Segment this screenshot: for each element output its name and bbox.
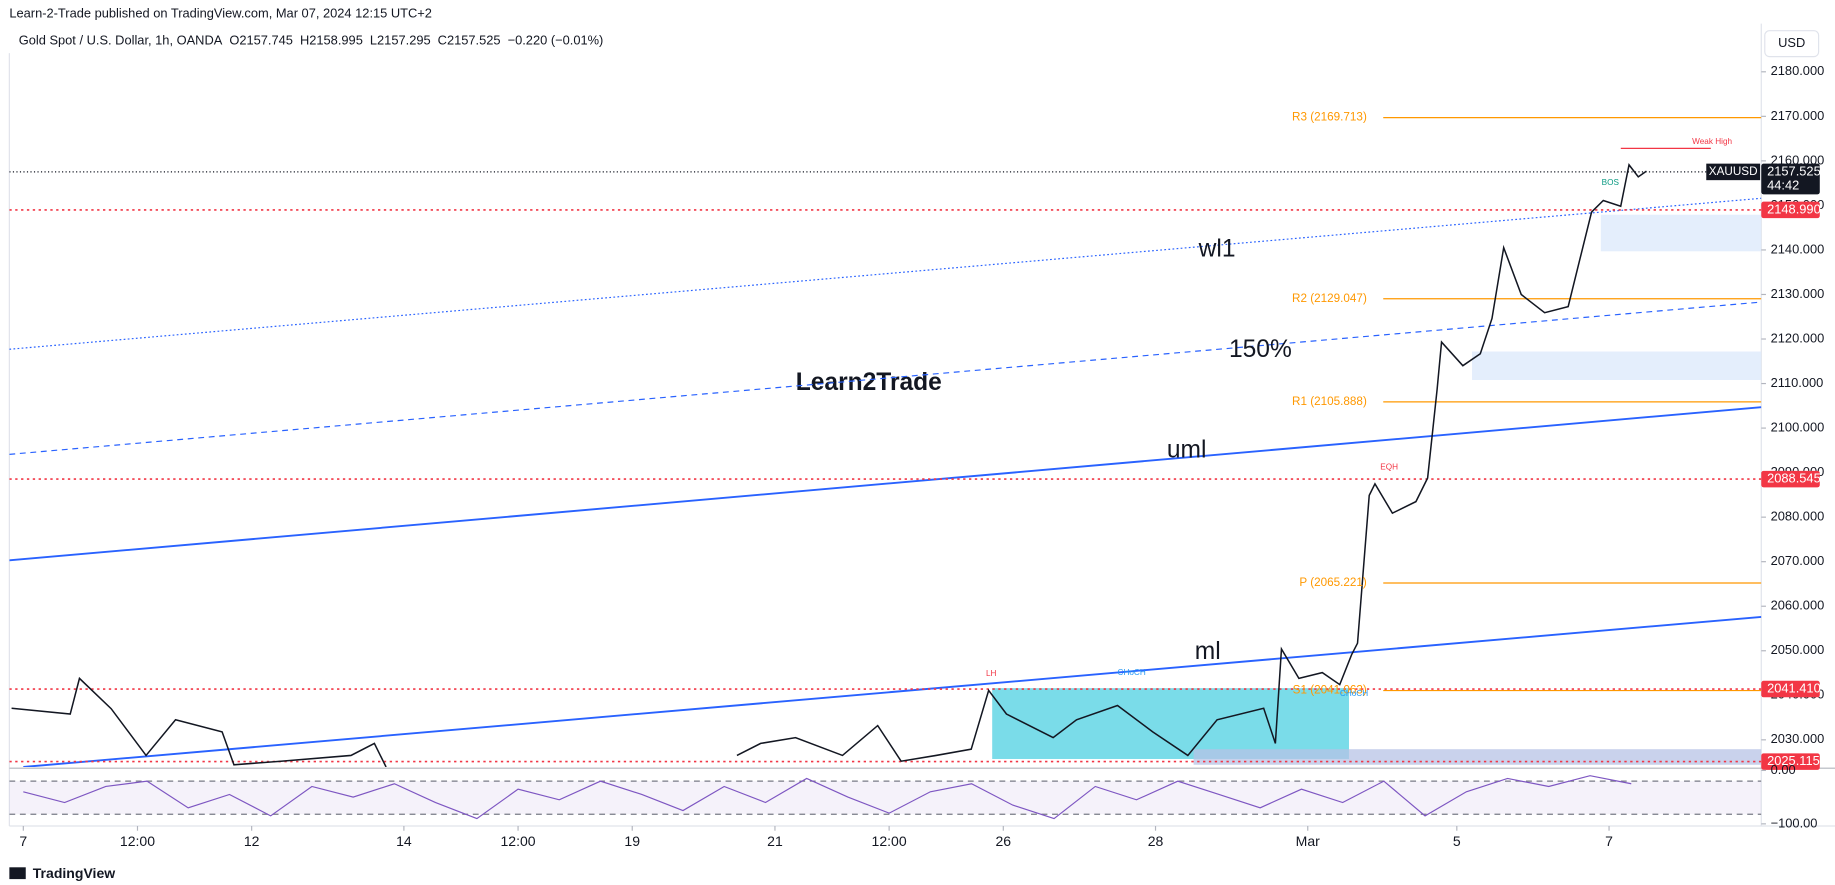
trendline-label: 150% [1229, 336, 1292, 363]
x-tick-label: 12:00 [872, 833, 907, 849]
brand-logo [9, 867, 26, 880]
x-tick-label: 12 [244, 833, 260, 849]
indicator-pane [9, 775, 1762, 820]
x-tick-label: 19 [624, 833, 640, 849]
trendline [9, 406, 1762, 562]
pivot-label: R1 (2105.888) [1292, 395, 1367, 408]
price-tag-label: 2041.410 [1767, 680, 1821, 695]
x-tick-label: 12:00 [120, 833, 155, 849]
close: C2157.525 [438, 33, 501, 48]
axes: 2030.0002040.0002050.0002060.0002070.000… [19, 63, 1824, 849]
structure-label: CHoCH [1118, 668, 1146, 677]
price-tag-label: 2025.115 [1767, 753, 1820, 768]
trendline [23, 615, 1762, 767]
x-tick-label: 28 [1148, 833, 1164, 849]
zone [1193, 749, 1762, 765]
pivot-label: R2 (2129.047) [1292, 292, 1367, 305]
pivot-label: P (2065.221) [1299, 576, 1367, 589]
x-tick-label: 14 [396, 833, 412, 849]
pivot-label: R3 (2169.713) [1292, 111, 1367, 124]
price-line-series [11, 163, 1647, 767]
y-tick-label: 2100.000 [1771, 419, 1825, 434]
high: H2158.995 [300, 33, 363, 48]
price-tag [1761, 680, 1820, 698]
x-tick-label: 21 [767, 833, 783, 849]
published: Learn-2-Trade published on TradingView.c… [9, 6, 432, 21]
main-pane [9, 117, 1762, 767]
symbol-tag-label: XAUUSD [1709, 165, 1758, 178]
price-tag [1761, 201, 1820, 219]
y-tick-label: 2060.000 [1771, 598, 1825, 613]
x-tick-label: 5 [1453, 833, 1461, 849]
zone [992, 688, 1349, 759]
indicator-line [23, 775, 1632, 820]
last-price-tag [1761, 163, 1820, 195]
pivot-label: S1 (2041.063) [1293, 684, 1367, 697]
x-tick-label: Mar [1296, 833, 1320, 849]
structure-label: EQH [1380, 462, 1398, 471]
y-tick-label: 2170.000 [1771, 108, 1825, 123]
y-tick-label: 2130.000 [1771, 286, 1825, 301]
low: L2157.295 [370, 33, 431, 48]
indicator-tick-label: −100.00 [1771, 815, 1818, 830]
indicator-tick-label: 0.00 [1771, 762, 1796, 777]
y-tick-label: 2160.000 [1771, 152, 1825, 167]
structure-label: Weak High [1692, 137, 1732, 146]
structure-label: CHoCH [1340, 689, 1368, 698]
zone [1472, 351, 1762, 380]
y-tick-label: 2110.000 [1771, 375, 1824, 390]
price-tag [1761, 753, 1820, 770]
price-tag-label: 2088.545 [1767, 470, 1821, 485]
y-tick-label: 2050.000 [1771, 642, 1825, 657]
y-tick-label: 2120.000 [1771, 330, 1825, 345]
indicator-band [9, 781, 1762, 815]
change: −0.220 (−0.01%) [508, 33, 604, 48]
currency-button[interactable] [1764, 30, 1820, 58]
trendline-label: ml [1195, 638, 1221, 665]
y-tick-label: 2180.000 [1771, 63, 1825, 78]
x-tick-label: 12:00 [500, 833, 535, 849]
brand: TradingView [33, 865, 115, 881]
trendline-label: uml [1167, 436, 1207, 463]
y-tick-label: 2080.000 [1771, 509, 1825, 524]
symbol: Gold Spot / U.S. Dollar, 1h, OANDA [19, 33, 223, 48]
symbol-line: Gold Spot / U.S. Dollar, 1h, OANDA O2157.… [19, 33, 604, 48]
y-tick-label: 2140.000 [1771, 241, 1825, 256]
x-tick-label: 26 [995, 833, 1011, 849]
x-tick-label: 7 [1605, 833, 1613, 849]
countdown: 44:42 [1767, 177, 1799, 192]
y-tick-label: 2070.000 [1771, 553, 1825, 568]
symbol-tag [1706, 163, 1761, 181]
x-tick-label: 7 [19, 833, 27, 849]
currency[interactable]: USD [1778, 35, 1805, 50]
trendline-label: wl1 [1198, 236, 1236, 263]
trendline [9, 301, 1762, 455]
structure-label: LH [986, 669, 997, 678]
open: O2157.745 [229, 33, 293, 48]
structure-label: BOS [1602, 178, 1620, 187]
price-tag-label: 2148.990 [1767, 201, 1821, 216]
last-price-label: 2157.525 [1767, 163, 1821, 178]
watermark: Learn2Trade [796, 369, 942, 396]
y-tick-label: 2030.000 [1771, 731, 1825, 746]
price-tag [1761, 470, 1820, 488]
zone [1600, 214, 1762, 252]
